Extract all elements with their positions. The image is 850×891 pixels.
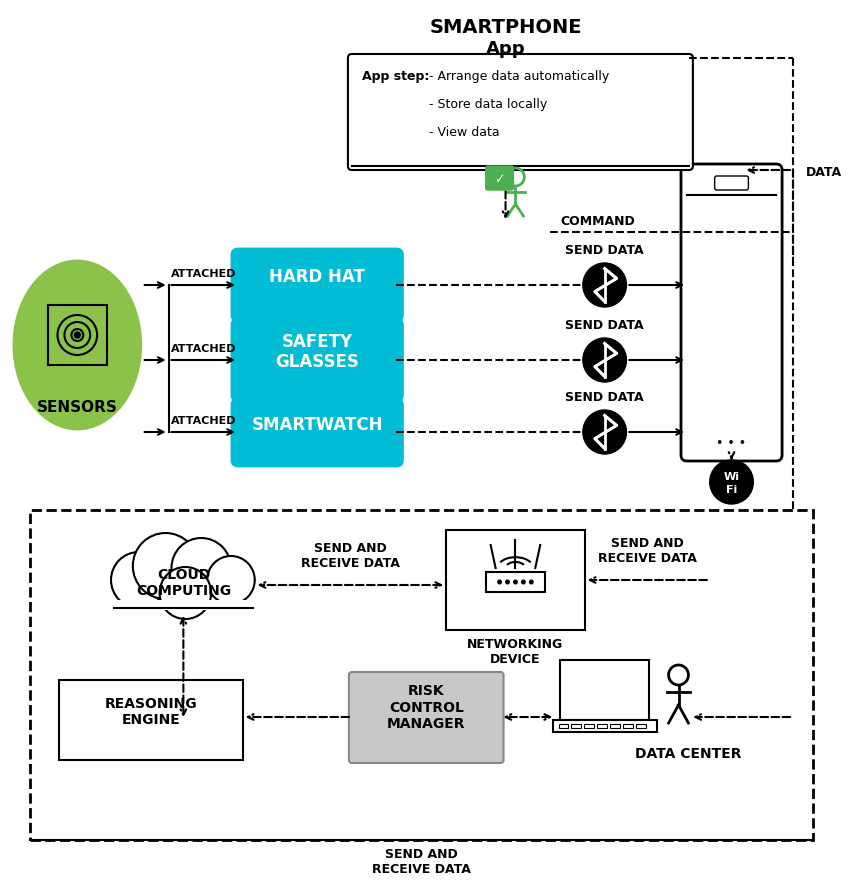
- Text: SAFETY
GLASSES: SAFETY GLASSES: [275, 332, 360, 372]
- Bar: [485, 572, 545, 592]
- Text: RISK
CONTROL
MANAGER: RISK CONTROL MANAGER: [387, 684, 466, 731]
- Text: ATTACHED: ATTACHED: [171, 416, 236, 426]
- Bar: [560, 660, 649, 720]
- FancyBboxPatch shape: [232, 249, 402, 321]
- Circle shape: [111, 552, 167, 608]
- FancyBboxPatch shape: [348, 672, 503, 763]
- FancyBboxPatch shape: [348, 54, 693, 170]
- Circle shape: [172, 538, 231, 598]
- Text: SENSORS: SENSORS: [37, 400, 118, 415]
- Circle shape: [513, 579, 518, 584]
- Text: SEND DATA: SEND DATA: [565, 244, 644, 257]
- Bar: [623, 724, 633, 728]
- Bar: [584, 724, 594, 728]
- Text: App: App: [485, 40, 525, 58]
- Text: ATTACHED: ATTACHED: [171, 344, 236, 354]
- Circle shape: [133, 533, 198, 599]
- Bar: [446, 530, 585, 630]
- Text: ATTACHED: ATTACHED: [171, 269, 236, 279]
- Bar: [598, 724, 607, 728]
- Text: - Arrange data automatically: - Arrange data automatically: [429, 70, 609, 83]
- Text: SEND AND
RECEIVE DATA: SEND AND RECEIVE DATA: [371, 848, 471, 876]
- FancyBboxPatch shape: [681, 164, 782, 461]
- Text: Wi: Wi: [723, 472, 740, 482]
- Text: - Store data locally: - Store data locally: [429, 98, 547, 111]
- Bar: [610, 724, 620, 728]
- Circle shape: [497, 579, 502, 584]
- Circle shape: [583, 410, 626, 454]
- Ellipse shape: [14, 261, 141, 429]
- Text: CLOUD
COMPUTING: CLOUD COMPUTING: [136, 568, 231, 598]
- Circle shape: [74, 332, 80, 338]
- Circle shape: [529, 579, 534, 584]
- Bar: [30, 510, 813, 840]
- Circle shape: [583, 263, 626, 307]
- Bar: [636, 724, 646, 728]
- Bar: [48, 305, 107, 365]
- Text: SEND DATA: SEND DATA: [565, 319, 644, 332]
- Text: Fi: Fi: [726, 485, 737, 495]
- Text: SEND AND
RECEIVE DATA: SEND AND RECEIVE DATA: [598, 537, 697, 565]
- Bar: [558, 724, 569, 728]
- Text: ✓: ✓: [495, 174, 505, 186]
- Text: SMARTPHONE: SMARTPHONE: [429, 18, 581, 37]
- Text: SEND DATA: SEND DATA: [565, 391, 644, 404]
- FancyBboxPatch shape: [715, 176, 748, 190]
- Bar: [552, 720, 657, 732]
- Text: App step:: App step:: [362, 70, 429, 83]
- Circle shape: [710, 460, 753, 504]
- Text: NETWORKING
DEVICE: NETWORKING DEVICE: [468, 638, 564, 666]
- Text: • • •: • • •: [717, 437, 746, 450]
- Circle shape: [160, 567, 211, 619]
- Text: HARD HAT: HARD HAT: [269, 268, 366, 286]
- Text: REASONING
ENGINE: REASONING ENGINE: [105, 697, 197, 727]
- Text: SMARTWATCH: SMARTWATCH: [252, 415, 383, 434]
- Bar: [112, 600, 255, 610]
- FancyBboxPatch shape: [485, 166, 513, 190]
- Circle shape: [207, 556, 255, 604]
- Circle shape: [583, 338, 626, 382]
- Circle shape: [505, 579, 510, 584]
- Bar: [60, 680, 243, 760]
- Text: - View data: - View data: [429, 126, 500, 139]
- Circle shape: [521, 579, 526, 584]
- Text: DATA: DATA: [806, 166, 842, 179]
- FancyBboxPatch shape: [232, 319, 402, 401]
- Text: COMMAND: COMMAND: [560, 215, 635, 228]
- FancyBboxPatch shape: [232, 399, 402, 466]
- Text: DATA CENTER: DATA CENTER: [635, 747, 742, 761]
- Bar: [571, 724, 581, 728]
- Text: SEND AND
RECEIVE DATA: SEND AND RECEIVE DATA: [301, 542, 400, 570]
